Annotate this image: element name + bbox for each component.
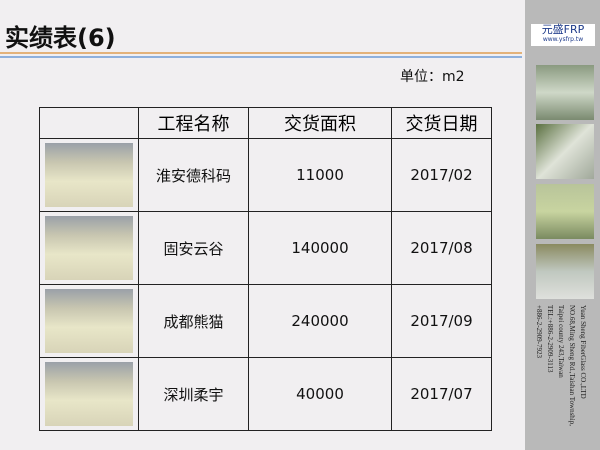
project-area: 40000: [248, 357, 392, 431]
header-cell: [39, 107, 139, 139]
project-name: 淮安德科码: [138, 138, 249, 212]
product-photo: [536, 184, 594, 239]
divider: [0, 52, 522, 54]
project-area: 240000: [248, 284, 392, 358]
page-title: 实绩表(6): [5, 24, 116, 52]
divider: [0, 56, 522, 58]
product-photo: [536, 244, 594, 299]
project-name: 深圳柔宇: [138, 357, 249, 431]
project-date: 2017/02: [391, 138, 492, 212]
project-area: 11000: [248, 138, 392, 212]
table-row: 固安云谷 140000 2017/08: [39, 211, 492, 285]
project-date: 2017/07: [391, 357, 492, 431]
company-logo: 元盛FRP www.ysfrp.tw: [531, 24, 595, 46]
project-area: 140000: [248, 211, 392, 285]
company-address: Yuan Sheng FiberGlass CO.,LTD NO.68,Ming …: [535, 305, 587, 427]
project-date: 2017/09: [391, 284, 492, 358]
project-photo: [45, 362, 133, 426]
unit-label: 单位：m2: [400, 69, 465, 85]
projects-table: 工程名称 交货面积 交货日期 淮安德科码 11000 2017/02 固安云谷 140…: [39, 107, 492, 431]
table-row: 深圳柔宇 40000 2017/07: [39, 357, 492, 431]
project-photo: [45, 143, 133, 207]
project-photo: [45, 289, 133, 353]
product-photo: [536, 124, 594, 179]
sidebar: 元盛FRP www.ysfrp.tw Yuan Sheng FiberGlass …: [525, 0, 600, 450]
header-cell: 工程名称: [138, 107, 249, 139]
header-cell: 交货日期: [391, 107, 492, 139]
header-cell: 交货面积: [248, 107, 392, 139]
table-header: 工程名称 交货面积 交货日期: [39, 107, 492, 139]
product-photo: [536, 65, 594, 120]
project-photo: [45, 216, 133, 280]
project-date: 2017/08: [391, 211, 492, 285]
project-name: 成都熊猫: [138, 284, 249, 358]
table-row: 淮安德科码 11000 2017/02: [39, 138, 492, 212]
project-name: 固安云谷: [138, 211, 249, 285]
table-row: 成都熊猫 240000 2017/09: [39, 284, 492, 358]
